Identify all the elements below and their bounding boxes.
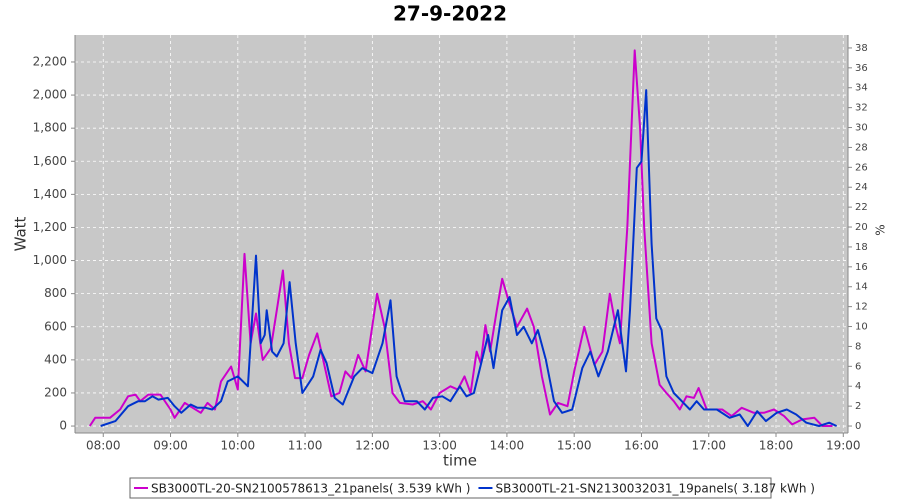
y2-tick-label: 38 xyxy=(855,43,868,54)
y-tick-label: 2,000 xyxy=(33,88,67,102)
y2-axis-label: % xyxy=(874,224,888,235)
legend-label: SB3000TL-21-SN2130032031_19panels( 3.187… xyxy=(495,482,814,496)
y2-tick-label: 0 xyxy=(855,421,861,432)
x-tick-label: 11:00 xyxy=(288,439,323,453)
plot-area xyxy=(75,35,848,433)
y2-tick-label: 32 xyxy=(855,103,868,114)
x-tick-label: 19:00 xyxy=(826,439,861,453)
y-tick-label: 800 xyxy=(44,286,67,300)
x-tick-label: 10:00 xyxy=(221,439,256,453)
x-tick-label: 12:00 xyxy=(355,439,390,453)
x-axis-label: time xyxy=(443,452,477,470)
y-tick-label: 1,000 xyxy=(33,253,67,267)
y2-tick-label: 16 xyxy=(855,262,868,273)
y2-tick-label: 10 xyxy=(855,322,868,333)
x-tick-label: 17:00 xyxy=(691,439,726,453)
y2-tick-label: 6 xyxy=(855,361,861,372)
x-tick-label: 15:00 xyxy=(557,439,592,453)
y2-tick-label: 8 xyxy=(855,341,861,352)
y-tick-label: 600 xyxy=(44,319,67,333)
x-tick-label: 08:00 xyxy=(86,439,121,453)
x-tick-label: 14:00 xyxy=(490,439,525,453)
y2-tick-label: 20 xyxy=(855,222,868,233)
y2-tick-label: 22 xyxy=(855,202,868,213)
y-axis-label: Watt xyxy=(12,216,30,251)
y2-tick-label: 30 xyxy=(855,123,868,134)
series-line xyxy=(100,89,838,427)
series-line xyxy=(88,49,833,427)
y-tick-label: 1,200 xyxy=(33,220,67,234)
y2-tick-label: 2 xyxy=(855,401,861,412)
y-tick-label: 200 xyxy=(44,385,67,399)
y2-tick-label: 36 xyxy=(855,63,868,74)
y-tick-label: 1,800 xyxy=(33,121,67,135)
y2-tick-label: 18 xyxy=(855,242,868,253)
y-tick-label: 400 xyxy=(44,352,67,366)
legend-label: SB3000TL-20-SN2100578613_21panels( 3.539… xyxy=(151,482,470,496)
legend-box xyxy=(129,477,772,499)
y-tick-label: 2,200 xyxy=(33,54,67,68)
x-tick-label: 18:00 xyxy=(759,439,794,453)
y-tick-label: 0 xyxy=(59,419,67,433)
y2-tick-label: 28 xyxy=(855,142,868,153)
y2-tick-label: 12 xyxy=(855,302,868,313)
y-tick-label: 1,600 xyxy=(33,154,67,168)
y-tick-label: 1,400 xyxy=(33,187,67,201)
y2-tick-label: 4 xyxy=(855,381,861,392)
x-tick-label: 16:00 xyxy=(624,439,659,453)
x-tick-label: 09:00 xyxy=(153,439,188,453)
x-tick-label: 13:00 xyxy=(422,439,457,453)
y2-tick-label: 14 xyxy=(855,282,868,293)
y2-tick-label: 34 xyxy=(855,83,868,94)
legend: SB3000TL-20-SN2100578613_21panels( 3.539… xyxy=(134,482,815,496)
y2-tick-label: 24 xyxy=(855,182,868,193)
chart-title: 27-9-2022 xyxy=(393,2,507,26)
y2-tick-label: 26 xyxy=(855,162,868,173)
